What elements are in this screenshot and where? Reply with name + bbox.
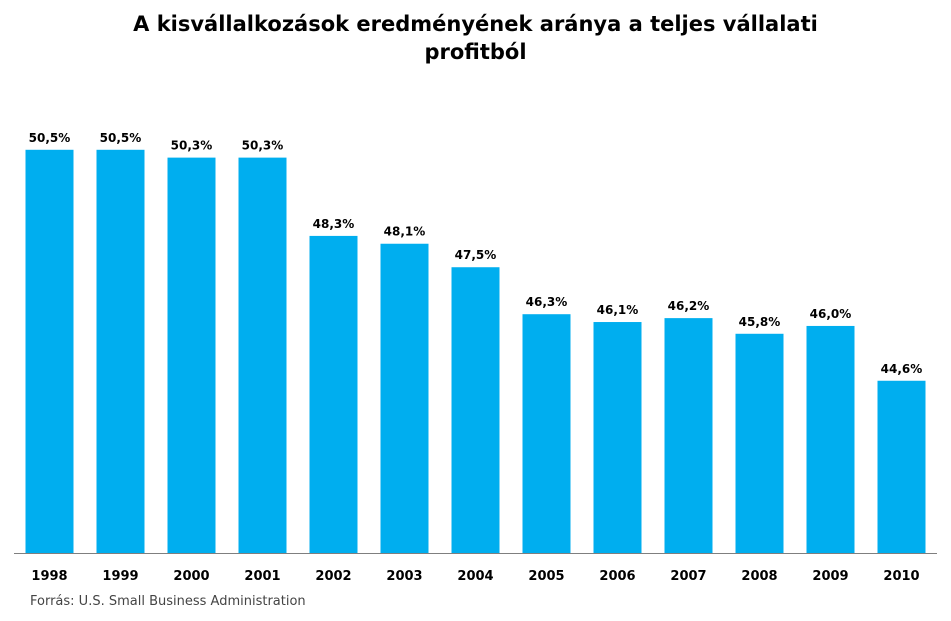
bar-2007 [664,318,713,553]
bar-2005 [522,314,571,553]
x-tick-label-2009: 2009 [812,569,848,584]
x-tick-label-2002: 2002 [315,569,351,584]
bar-2003 [380,243,429,554]
x-tick-labels-group: 1998 1999 2000 2001 2002 2003 2004 2005 2006 2007… [31,569,919,584]
x-tick-label-2005: 2005 [528,569,564,584]
bar-2004 [451,267,500,553]
data-label-2005: 46,3% [526,295,568,309]
bar-1999 [96,149,145,553]
x-tick-label-2010: 2010 [883,569,919,584]
x-tick-label-2008: 2008 [741,569,777,584]
data-label-2003: 48,1% [384,225,426,239]
bar-2006 [593,322,642,553]
x-tick-label-2006: 2006 [599,569,635,584]
x-tick-label-2001: 2001 [244,569,280,584]
bar-2002 [309,235,358,553]
x-tick-label-2004: 2004 [457,569,493,584]
data-label-1998: 50,5% [29,131,71,145]
chart-title-line-2: profitból [424,40,527,64]
bar-2000 [167,157,216,553]
chart-title-line-1: A kisvállalkozások eredményének aránya a… [133,12,818,36]
bar-2001 [238,157,287,553]
x-tick-label-1999: 1999 [102,569,138,584]
data-label-2000: 50,3% [171,139,213,153]
data-label-2010: 44,6% [881,362,923,376]
x-tick-label-2007: 2007 [670,569,706,584]
bar-2010 [877,380,926,553]
bar-2008 [735,333,784,553]
bars-group [25,149,926,554]
bar-2009 [806,325,855,553]
data-label-2007: 46,2% [668,299,710,313]
data-label-2008: 45,8% [739,315,781,329]
x-tick-label-1998: 1998 [31,569,67,584]
source-note: Forrás: U.S. Small Business Administrati… [30,594,306,609]
data-label-2002: 48,3% [313,217,355,231]
x-tick-label-2000: 2000 [173,569,209,584]
data-label-2004: 47,5% [455,248,497,262]
data-label-2009: 46,0% [810,307,852,321]
chart-title: A kisvállalkozások eredményének aránya a… [0,10,951,66]
data-label-2006: 46,1% [597,303,639,317]
data-label-2001: 50,3% [242,139,284,153]
bar-labels-group: 50,5% 50,5% 50,3% 50,3% 48,3% 48,1% 47,5% 46,3%… [29,131,923,376]
x-tick-label-2003: 2003 [386,569,422,584]
data-label-1999: 50,5% [100,131,142,145]
bar-1998 [25,149,74,553]
